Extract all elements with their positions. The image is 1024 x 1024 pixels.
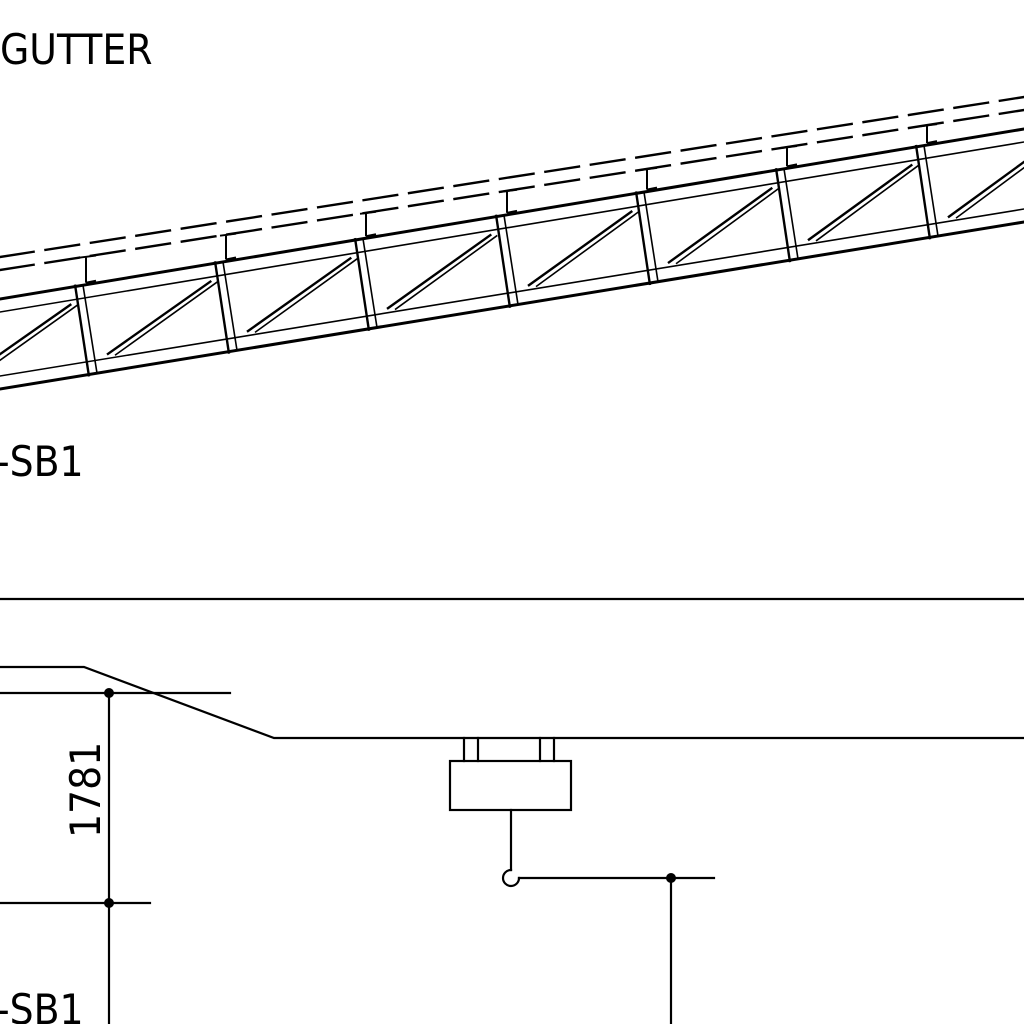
truss-vertical-5-b bbox=[783, 168, 799, 259]
truss-vertical-5-a bbox=[774, 167, 792, 263]
roof-truss bbox=[0, 95, 1024, 391]
truss-vertical-4-a bbox=[634, 191, 652, 286]
truss-vertical-1-b bbox=[222, 261, 238, 351]
truss-diagonal-1-a bbox=[106, 279, 212, 356]
gutter-label: GUTTER bbox=[0, 25, 152, 74]
gutter-bracket bbox=[448, 736, 573, 888]
purlin-cleat-foot-6 bbox=[926, 140, 938, 145]
gutter-box bbox=[448, 759, 573, 812]
truss-diagonal-4-b bbox=[535, 211, 639, 288]
truss-vertical-2-b bbox=[362, 238, 378, 328]
truss-diagonal-2-b bbox=[254, 258, 358, 334]
sb1-label-bottom: -SB1 bbox=[0, 985, 84, 1024]
purlin-cleat-cap-5 bbox=[780, 145, 798, 150]
purlin-cleat-foot-1 bbox=[225, 256, 237, 261]
truss-vertical-6-a bbox=[914, 144, 932, 240]
purlin-cleat-cap-2 bbox=[359, 210, 377, 215]
purlin-cleat-cap-1 bbox=[219, 232, 237, 237]
purlin-cleat-foot-0 bbox=[85, 279, 97, 284]
truss-diagonal-6-a bbox=[807, 163, 914, 242]
truss-diagonal-3-a bbox=[386, 233, 492, 310]
roof-sheet-dashed-upper bbox=[0, 95, 1024, 259]
truss-vertical-6-b bbox=[923, 145, 939, 237]
dimension-dot-bottom bbox=[104, 898, 114, 908]
truss-diagonal-7-a bbox=[947, 160, 1024, 219]
truss-top-chord-inner bbox=[0, 141, 1024, 313]
truss-diagonal-5-b bbox=[675, 188, 779, 265]
truss-vertical-4-b bbox=[643, 191, 659, 282]
truss-web-members bbox=[0, 144, 1024, 377]
truss-diagonal-0-b bbox=[0, 304, 78, 362]
leader-dot bbox=[666, 873, 676, 883]
purlin-cleat-foot-3 bbox=[506, 209, 518, 214]
purlin-cleat-foot-4 bbox=[646, 186, 658, 191]
purlin-cleat-cap-6 bbox=[920, 123, 938, 128]
truss-diagonal-0-a bbox=[0, 303, 72, 356]
sb1-label-top: -SB1 bbox=[0, 437, 84, 486]
truss-vertical-0-a bbox=[73, 284, 91, 377]
truss-diagonal-1-b bbox=[114, 281, 218, 356]
purlin-cleat-foot-2 bbox=[365, 233, 377, 238]
truss-vertical-0-b bbox=[82, 285, 98, 374]
dimension-dot-top bbox=[104, 688, 114, 698]
truss-diagonal-7-b bbox=[955, 166, 1024, 219]
purlin-cleat-cap-3 bbox=[500, 188, 518, 193]
dimension-1781-label: 1781 bbox=[61, 742, 110, 838]
truss-bottom-chord-inner bbox=[0, 208, 1024, 377]
downpipe-bend bbox=[501, 868, 521, 888]
purlin-cleat-cap-0 bbox=[79, 254, 97, 259]
beam-soffit-profile bbox=[0, 665, 1024, 740]
truss-diagonal-2-a bbox=[246, 256, 352, 333]
truss-diagonal-4-a bbox=[527, 210, 633, 287]
truss-diagonal-3-b bbox=[394, 234, 498, 311]
truss-vertical-1-a bbox=[213, 261, 231, 354]
lower-section bbox=[0, 597, 1024, 1024]
truss-vertical-2-a bbox=[353, 237, 371, 332]
truss-top-chord bbox=[0, 127, 1024, 301]
purlin-cleats bbox=[79, 123, 938, 284]
truss-diagonal-5-a bbox=[667, 186, 774, 265]
purlin-cleat-foot-5 bbox=[786, 163, 798, 168]
truss-diagonal-6-b bbox=[815, 164, 919, 242]
truss-vertical-3-b bbox=[503, 215, 519, 305]
truss-bottom-chord bbox=[0, 220, 1024, 391]
truss-vertical-3-a bbox=[494, 214, 512, 309]
purlin-cleat-cap-4 bbox=[640, 166, 658, 171]
